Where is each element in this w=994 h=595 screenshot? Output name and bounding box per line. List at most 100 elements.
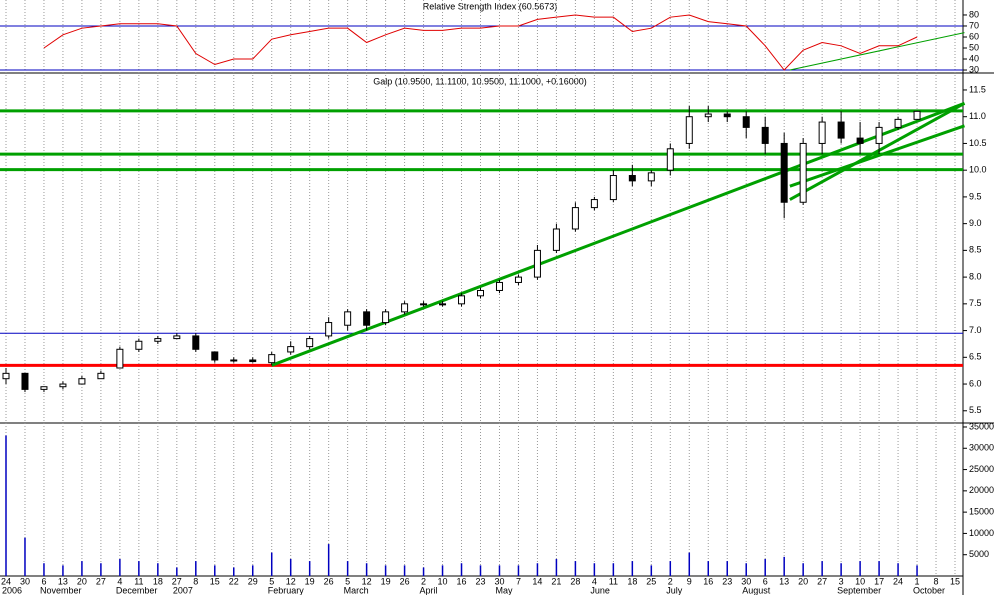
- volume-bar: [821, 561, 823, 576]
- month-label: 2007: [173, 585, 193, 595]
- volume-bar: [270, 552, 273, 576]
- x-tick-label: 13: [58, 576, 68, 586]
- candle-body: [2, 372, 10, 380]
- x-tick-label: 20: [77, 576, 87, 586]
- candle-body: [685, 116, 693, 144]
- volume-bar: [403, 565, 406, 576]
- candle-body: [173, 335, 181, 340]
- month-label: 2006: [2, 585, 22, 595]
- month-label: February: [268, 585, 305, 595]
- candle-body: [742, 116, 750, 128]
- x-tick-label: 27: [817, 576, 827, 586]
- trend-line: [789, 102, 966, 201]
- y-tick-label: 40: [969, 53, 979, 63]
- volume-bar: [441, 565, 444, 576]
- candle-body: [875, 126, 883, 144]
- volume-bar: [631, 561, 634, 576]
- x-tick-label: 23: [475, 576, 485, 586]
- y-tick-label: 70: [969, 20, 979, 30]
- y-tick-label: 5000: [969, 549, 989, 559]
- x-tick-label: 1: [915, 576, 920, 586]
- candle-body: [458, 295, 466, 305]
- candle-body: [439, 303, 447, 306]
- x-tick-label: 18: [627, 576, 637, 586]
- volume-bar: [24, 537, 26, 576]
- x-tick-label: 13: [779, 576, 789, 586]
- y-tick-label: 10.5: [969, 138, 987, 148]
- volume-bar: [251, 565, 254, 576]
- candle-body: [287, 346, 295, 353]
- x-tick-label: 6: [41, 576, 46, 586]
- month-label: August: [742, 585, 771, 595]
- x-tick-label: 2: [668, 576, 673, 586]
- candle-body: [571, 207, 579, 230]
- candle-body: [609, 175, 617, 201]
- x-tick-label: 19: [305, 576, 315, 586]
- candle-body: [230, 359, 238, 362]
- y-tick-label: 50: [969, 42, 979, 52]
- x-tick-label: 10: [855, 576, 865, 586]
- candle-body: [40, 386, 48, 390]
- x-tick-label: 5: [345, 576, 350, 586]
- candle-body: [21, 372, 29, 390]
- month-label: June: [590, 585, 610, 595]
- y-tick-label: 8.5: [969, 245, 982, 255]
- candle-body: [780, 142, 788, 203]
- y-tick-label: 80: [969, 9, 979, 19]
- volume-bar: [688, 552, 691, 576]
- candle-body: [723, 113, 731, 118]
- x-tick-label: 24: [893, 576, 903, 586]
- y-tick-label: 8.0: [969, 271, 982, 281]
- volume-bar: [650, 565, 653, 576]
- y-tick-label: 60: [969, 31, 979, 41]
- volume-bar: [43, 563, 45, 576]
- x-tick-label: 11: [609, 576, 618, 586]
- y-tick-label: 30000: [969, 443, 994, 453]
- x-tick-label: 9: [687, 576, 692, 586]
- volume-bar: [612, 563, 615, 576]
- volume-bar: [119, 558, 121, 576]
- volume-bar: [5, 435, 7, 576]
- candle-body: [647, 172, 655, 182]
- x-tick-label: 15: [210, 576, 220, 586]
- y-tick-label: 11.0: [969, 111, 986, 121]
- candle-body: [268, 354, 276, 364]
- volume-bar: [384, 565, 387, 576]
- y-tick-label: 20000: [969, 485, 994, 495]
- candle-body: [344, 311, 352, 326]
- y-tick-label: 35000: [969, 421, 994, 431]
- month-label: April: [420, 585, 438, 595]
- rsi-title: Relative Strength Index (60.5673): [423, 1, 558, 11]
- volume-bar: [802, 563, 804, 576]
- x-tick-label: 21: [551, 576, 561, 586]
- candle-body: [799, 142, 807, 203]
- volume-bar: [233, 567, 235, 576]
- x-tick-label: 10: [438, 576, 448, 586]
- x-tick-label: 4: [117, 576, 122, 586]
- volume-bar: [878, 561, 880, 576]
- volume-bar: [745, 563, 747, 576]
- volume-bar: [289, 558, 292, 576]
- volume-bar: [422, 567, 425, 576]
- x-tick-label: 19: [381, 576, 391, 586]
- volume-bar: [517, 565, 520, 576]
- candle-body: [628, 175, 636, 182]
- trend-line: [789, 124, 965, 188]
- y-tick-label: 15000: [969, 507, 994, 517]
- x-tick-label: 16: [457, 576, 467, 586]
- candle-body: [590, 199, 598, 209]
- volume-bar: [176, 567, 178, 576]
- volume-bar: [100, 563, 102, 576]
- x-tick-label: 16: [703, 576, 713, 586]
- volume-bar: [460, 563, 463, 576]
- y-tick-label: 9.5: [969, 191, 982, 201]
- y-tick-label: 30: [969, 64, 979, 74]
- x-tick-label: 7: [516, 576, 521, 586]
- y-tick-label: 25000: [969, 464, 994, 474]
- volume-bar: [536, 563, 539, 576]
- x-tick-label: 26: [324, 576, 334, 586]
- volume-bar: [214, 565, 216, 576]
- candle-body: [249, 359, 257, 363]
